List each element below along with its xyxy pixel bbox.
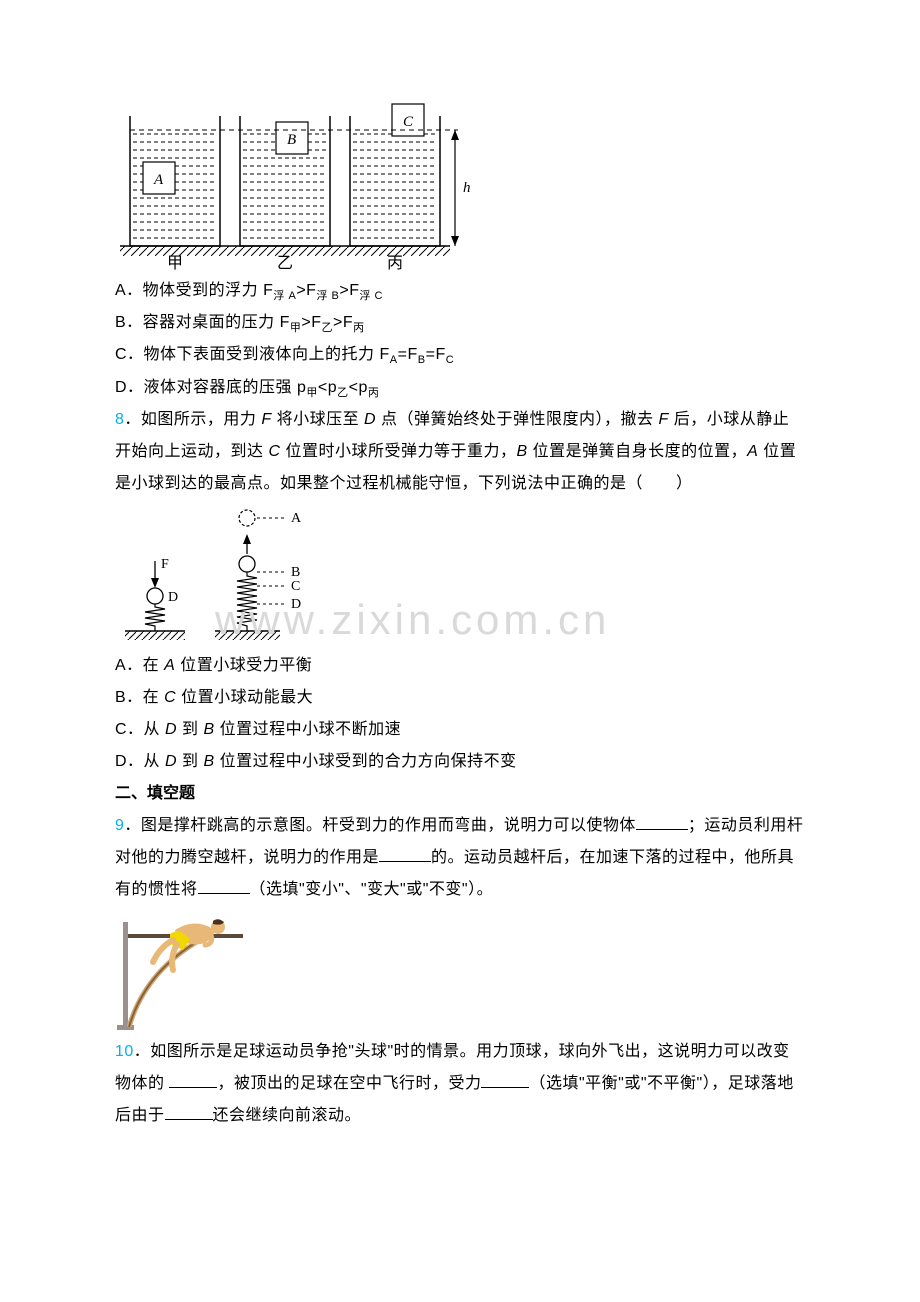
blank (481, 1069, 529, 1088)
q10-stem: 10．如图所示是足球运动员争抢"头球"时的情景。用力顶球，球向外飞出，这说明力可… (115, 1036, 805, 1132)
spring-label-F: F (161, 557, 169, 572)
section-2-heading: 二、填空题 (115, 778, 805, 810)
q7-option-B: B．容器对桌面的压力 F甲>F乙>F丙 (115, 307, 805, 339)
figure-polevault (115, 912, 255, 1032)
spring-label-C: C (291, 579, 300, 594)
blank (165, 1101, 213, 1120)
spring-label-D2: D (291, 597, 301, 612)
caption-jia: 甲 (167, 255, 183, 271)
label-B: B (287, 132, 296, 148)
caption-bing: 丙 (387, 255, 403, 271)
label-A: A (153, 172, 164, 188)
figure-containers: A (115, 96, 475, 271)
q8-option-C: C．从 D 到 B 位置过程中小球不断加速 (115, 714, 805, 746)
q8-number: 8 (115, 411, 124, 428)
q8-option-D: D．从 D 到 B 位置过程中小球受到的合力方向保持不变 (115, 746, 805, 778)
blank (198, 875, 250, 894)
spring-label-A: A (291, 511, 302, 526)
spring-label-B: B (291, 565, 300, 580)
q7-option-A: A．物体受到的浮力 F浮 A>F浮 B>F浮 C (115, 275, 805, 307)
q9-stem: 9．图是撑杆跳高的示意图。杆受到力的作用而弯曲，说明力可以使物体；运动员利用杆对… (115, 810, 805, 906)
blank (379, 843, 431, 862)
blank (636, 811, 688, 830)
label-h: h (463, 180, 471, 196)
q7-option-D: D．液体对容器底的压强 p甲<p乙<p丙 (115, 372, 805, 404)
q8-stem: 8．如图所示，用力 F 将小球压至 D 点（弹簧始终处于弹性限度内），撤去 F … (115, 404, 805, 500)
q9-number: 9 (115, 817, 124, 834)
q7-option-C: C．物体下表面受到液体向上的托力 FA=FB=FC (115, 339, 805, 371)
caption-yi: 乙 (277, 255, 293, 271)
spring-label-D1: D (168, 590, 178, 605)
figure-spring: F D A B C D (115, 506, 365, 646)
label-C: C (403, 114, 414, 130)
q10-number: 10 (115, 1043, 134, 1060)
q8-option-A: A．在 A 位置小球受力平衡 (115, 650, 805, 682)
q8-option-B: B．在 C 位置小球动能最大 (115, 682, 805, 714)
blank (169, 1069, 217, 1088)
